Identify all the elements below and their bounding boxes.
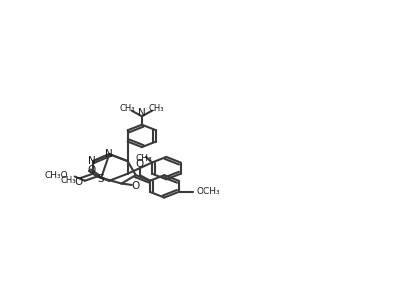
Text: CH₃O: CH₃O	[45, 171, 68, 180]
Text: CH₃: CH₃	[135, 154, 152, 163]
Text: CH₃: CH₃	[60, 176, 75, 185]
Text: N: N	[138, 108, 146, 119]
Text: O: O	[131, 181, 139, 191]
Text: CH₃: CH₃	[119, 104, 135, 113]
Text: OCH₃: OCH₃	[196, 187, 220, 196]
Text: N: N	[88, 156, 95, 166]
Text: O: O	[74, 177, 83, 187]
Text: O: O	[87, 164, 95, 175]
Text: O: O	[135, 159, 143, 169]
Text: S: S	[98, 174, 104, 184]
Text: N: N	[105, 149, 113, 159]
Text: CH₃: CH₃	[148, 104, 164, 113]
